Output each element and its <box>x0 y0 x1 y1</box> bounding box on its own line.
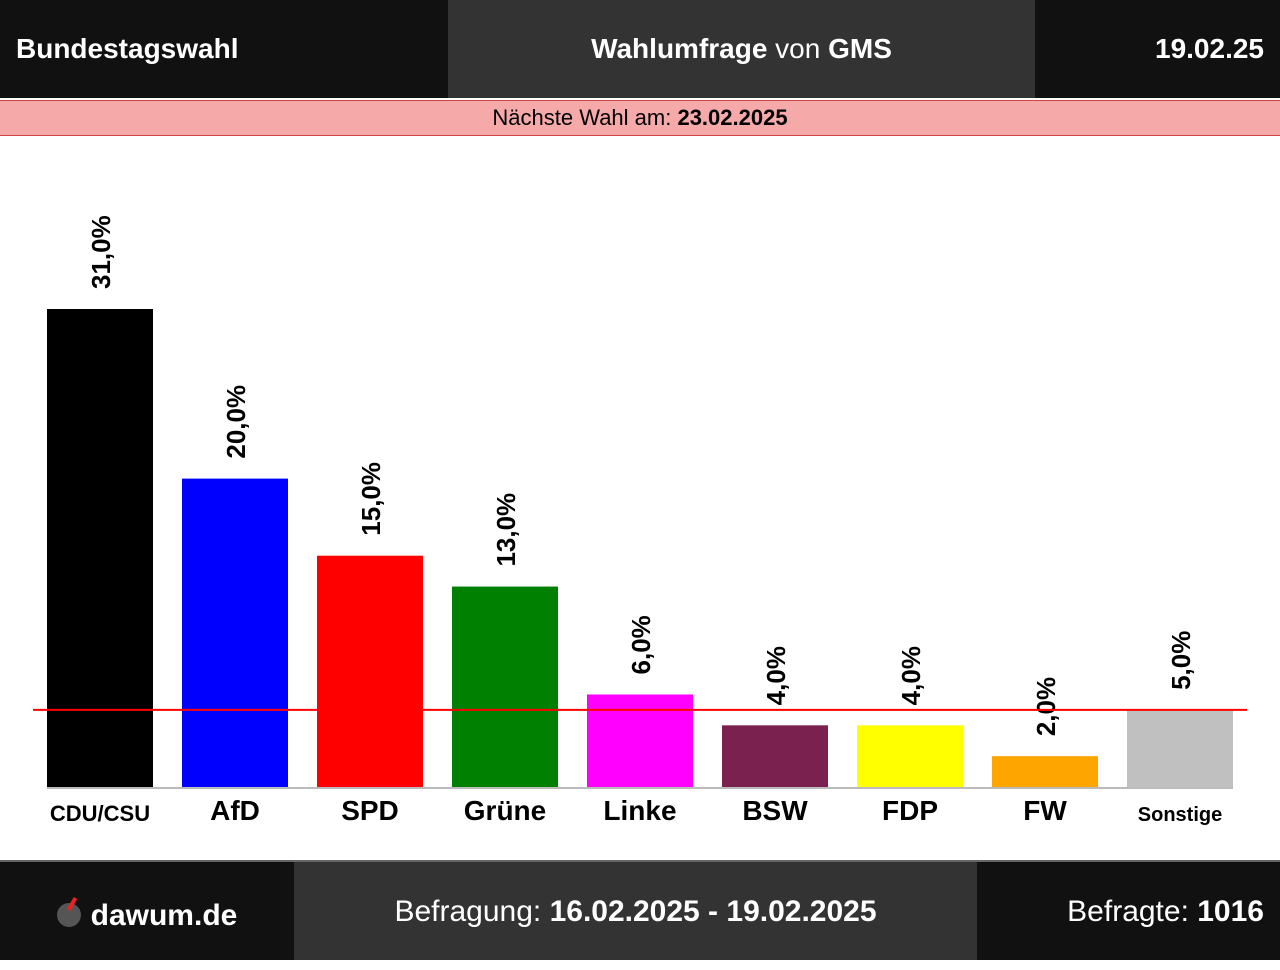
site-brand[interactable]: dawum.de <box>0 862 294 960</box>
bar-cdu-csu <box>47 309 153 787</box>
bar-bsw <box>722 725 828 787</box>
respondents: Befragte: 1016 <box>977 862 1280 960</box>
bar-afd <box>182 478 288 787</box>
next-election-bar: Nächste Wahl am: 23.02.2025 <box>0 100 1280 136</box>
value-label-sonstige: 5,0% <box>1166 631 1196 690</box>
category-label-cdu-csu: CDU/CSU <box>50 801 150 826</box>
category-label-fw: FW <box>1023 795 1067 826</box>
dawum-logo-icon <box>56 903 81 927</box>
value-label-linke: 6,0% <box>626 615 656 674</box>
category-label-fdp: FDP <box>882 795 938 826</box>
category-label-gr-ne: Grüne <box>464 795 546 826</box>
page-title: Wahlumfrage von GMS <box>448 0 1035 98</box>
bar-linke <box>587 694 693 787</box>
next-election-label: Nächste Wahl am: <box>492 105 678 130</box>
survey-period-label: Befragung: <box>394 895 550 928</box>
election-type: Bundestagswahl <box>16 33 239 64</box>
value-label-afd: 20,0% <box>221 385 251 459</box>
value-label-gr-ne: 13,0% <box>491 493 521 567</box>
respondents-label: Befragte: <box>1067 895 1198 928</box>
value-label-spd: 15,0% <box>356 462 386 536</box>
bar-spd <box>317 555 423 787</box>
value-label-bsw: 4,0% <box>761 646 791 705</box>
title-pollster: GMS <box>828 33 892 64</box>
site-name: dawum.de <box>90 899 238 932</box>
header-bar: Bundestagswahl Wahlumfrage von GMS 19.02… <box>0 0 1280 98</box>
poll-bar-chart: 31,0% CDU/CSU 20,0% AfD 15,0% SPD 13,0% Grüne 6,… <box>33 215 1247 826</box>
value-label-fdp: 4,0% <box>896 646 926 705</box>
category-label-bsw: BSW <box>742 795 808 826</box>
value-label-fw: 2,0% <box>1031 677 1061 736</box>
poll-date: 19.02.25 <box>1155 33 1264 64</box>
category-label-linke: Linke <box>603 795 676 826</box>
category-label-sonstige: Sonstige <box>1138 804 1222 826</box>
footer-bar: dawum.de Befragung: 16.02.2025 - 19.02.2… <box>0 860 1280 960</box>
bar-gr-ne <box>452 586 558 787</box>
category-label-spd: SPD <box>341 795 399 826</box>
next-election-date: 23.02.2025 <box>677 105 788 130</box>
value-label-cdu-csu: 31,0% <box>86 215 116 289</box>
bar-fw <box>992 756 1098 787</box>
title-connector: von <box>767 33 829 64</box>
survey-period: Befragung: 16.02.2025 - 19.02.2025 <box>294 862 977 960</box>
respondents-value: 1016 <box>1197 895 1264 928</box>
survey-period-value: 16.02.2025 - 19.02.2025 <box>549 895 877 928</box>
bar-sonstige <box>1127 709 1233 787</box>
title-main: Wahlumfrage <box>591 33 768 64</box>
bar-fdp <box>857 725 963 787</box>
category-label-afd: AfD <box>210 795 260 826</box>
